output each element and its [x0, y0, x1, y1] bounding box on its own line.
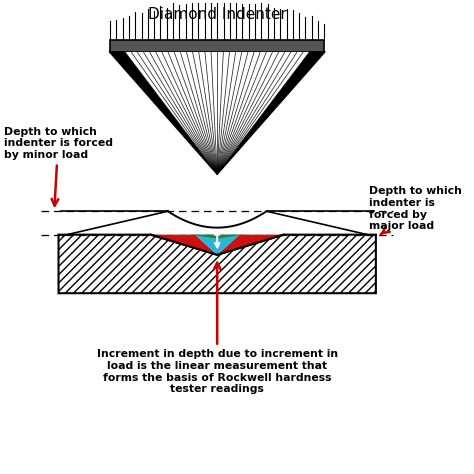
Polygon shape [189, 235, 245, 238]
Polygon shape [58, 235, 376, 293]
Text: Diamond Indenter: Diamond Indenter [148, 7, 287, 22]
Polygon shape [151, 235, 217, 255]
Polygon shape [125, 52, 310, 174]
Text: Depth to which
indenter is
forced by
major load: Depth to which indenter is forced by maj… [369, 186, 462, 234]
Polygon shape [110, 40, 324, 52]
Polygon shape [110, 52, 219, 174]
Polygon shape [217, 235, 283, 255]
Polygon shape [195, 235, 239, 255]
Text: Increment in depth due to increment in
load is the linear measurement that
forms: Increment in depth due to increment in l… [97, 263, 338, 394]
Text: Depth to which
indenter is forced
by minor load: Depth to which indenter is forced by min… [4, 127, 113, 206]
Polygon shape [216, 52, 324, 174]
